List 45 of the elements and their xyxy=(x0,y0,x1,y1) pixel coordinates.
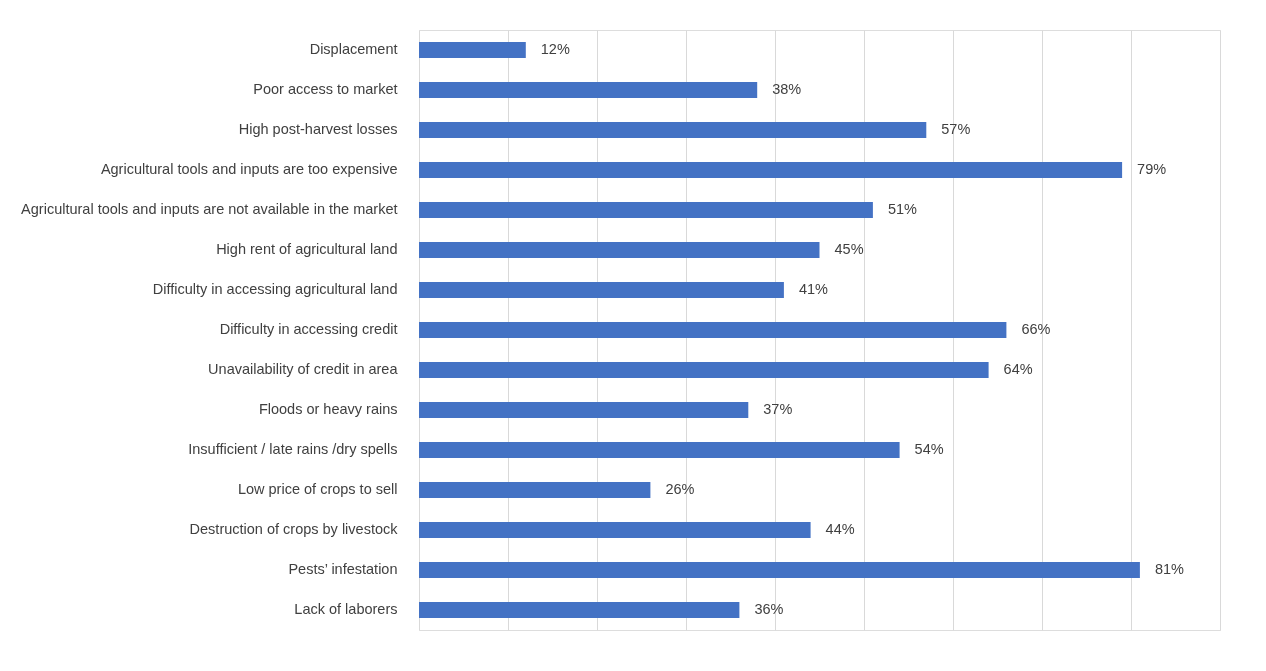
bar xyxy=(419,242,820,258)
bar xyxy=(419,562,1140,578)
bar xyxy=(419,442,900,458)
y-tick-label: Destruction of crops by livestock xyxy=(189,521,399,537)
data-label: 37% xyxy=(763,401,793,417)
data-label: 36% xyxy=(754,601,784,617)
bar xyxy=(419,282,784,298)
bar xyxy=(419,482,651,498)
data-label: 44% xyxy=(825,521,855,537)
y-tick-label: Low price of crops to sell xyxy=(237,481,398,497)
data-label: 45% xyxy=(834,241,864,257)
data-label: 51% xyxy=(887,201,918,217)
y-tick-label: Lack of laborers xyxy=(294,601,398,617)
y-tick-label: Agricultural tools and inputs are not available in the market xyxy=(21,201,398,217)
bar xyxy=(419,602,740,618)
y-tick-label: Displacement xyxy=(309,41,398,57)
bar xyxy=(419,522,811,538)
y-tick-label: Insufficient / late rains /dry spells xyxy=(188,441,398,457)
y-tick-label: Poor access to market xyxy=(253,81,398,97)
data-label: 66% xyxy=(1021,321,1051,337)
data-label: 41% xyxy=(798,281,829,297)
bar xyxy=(419,362,989,378)
bar xyxy=(419,122,927,138)
data-label: 12% xyxy=(540,41,570,57)
data-label: 64% xyxy=(1003,361,1033,377)
y-tick-label: Unavailability of credit in area xyxy=(208,361,399,377)
y-tick-label: Pests’ infestation xyxy=(288,561,398,577)
y-tick-label: Difficulty in accessing credit xyxy=(219,321,398,337)
bar xyxy=(419,322,1007,338)
data-label: 54% xyxy=(914,441,944,457)
data-label: 26% xyxy=(665,481,695,497)
data-label: 79% xyxy=(1137,161,1167,177)
bar xyxy=(419,402,749,418)
y-tick-label: High rent of agricultural land xyxy=(216,241,398,257)
bar xyxy=(419,42,526,58)
data-label: 81% xyxy=(1154,561,1185,577)
data-label: 38% xyxy=(772,81,802,97)
bar xyxy=(419,202,873,218)
y-tick-label: Floods or heavy rains xyxy=(258,401,398,417)
bar xyxy=(419,82,758,98)
y-tick-label: Difficulty in accessing agricultural land xyxy=(152,281,398,297)
bar xyxy=(419,162,1123,178)
y-tick-label: High post-harvest losses xyxy=(238,121,398,137)
y-tick-label: Agricultural tools and inputs are too expensive xyxy=(100,161,398,177)
data-label: 57% xyxy=(941,121,971,137)
